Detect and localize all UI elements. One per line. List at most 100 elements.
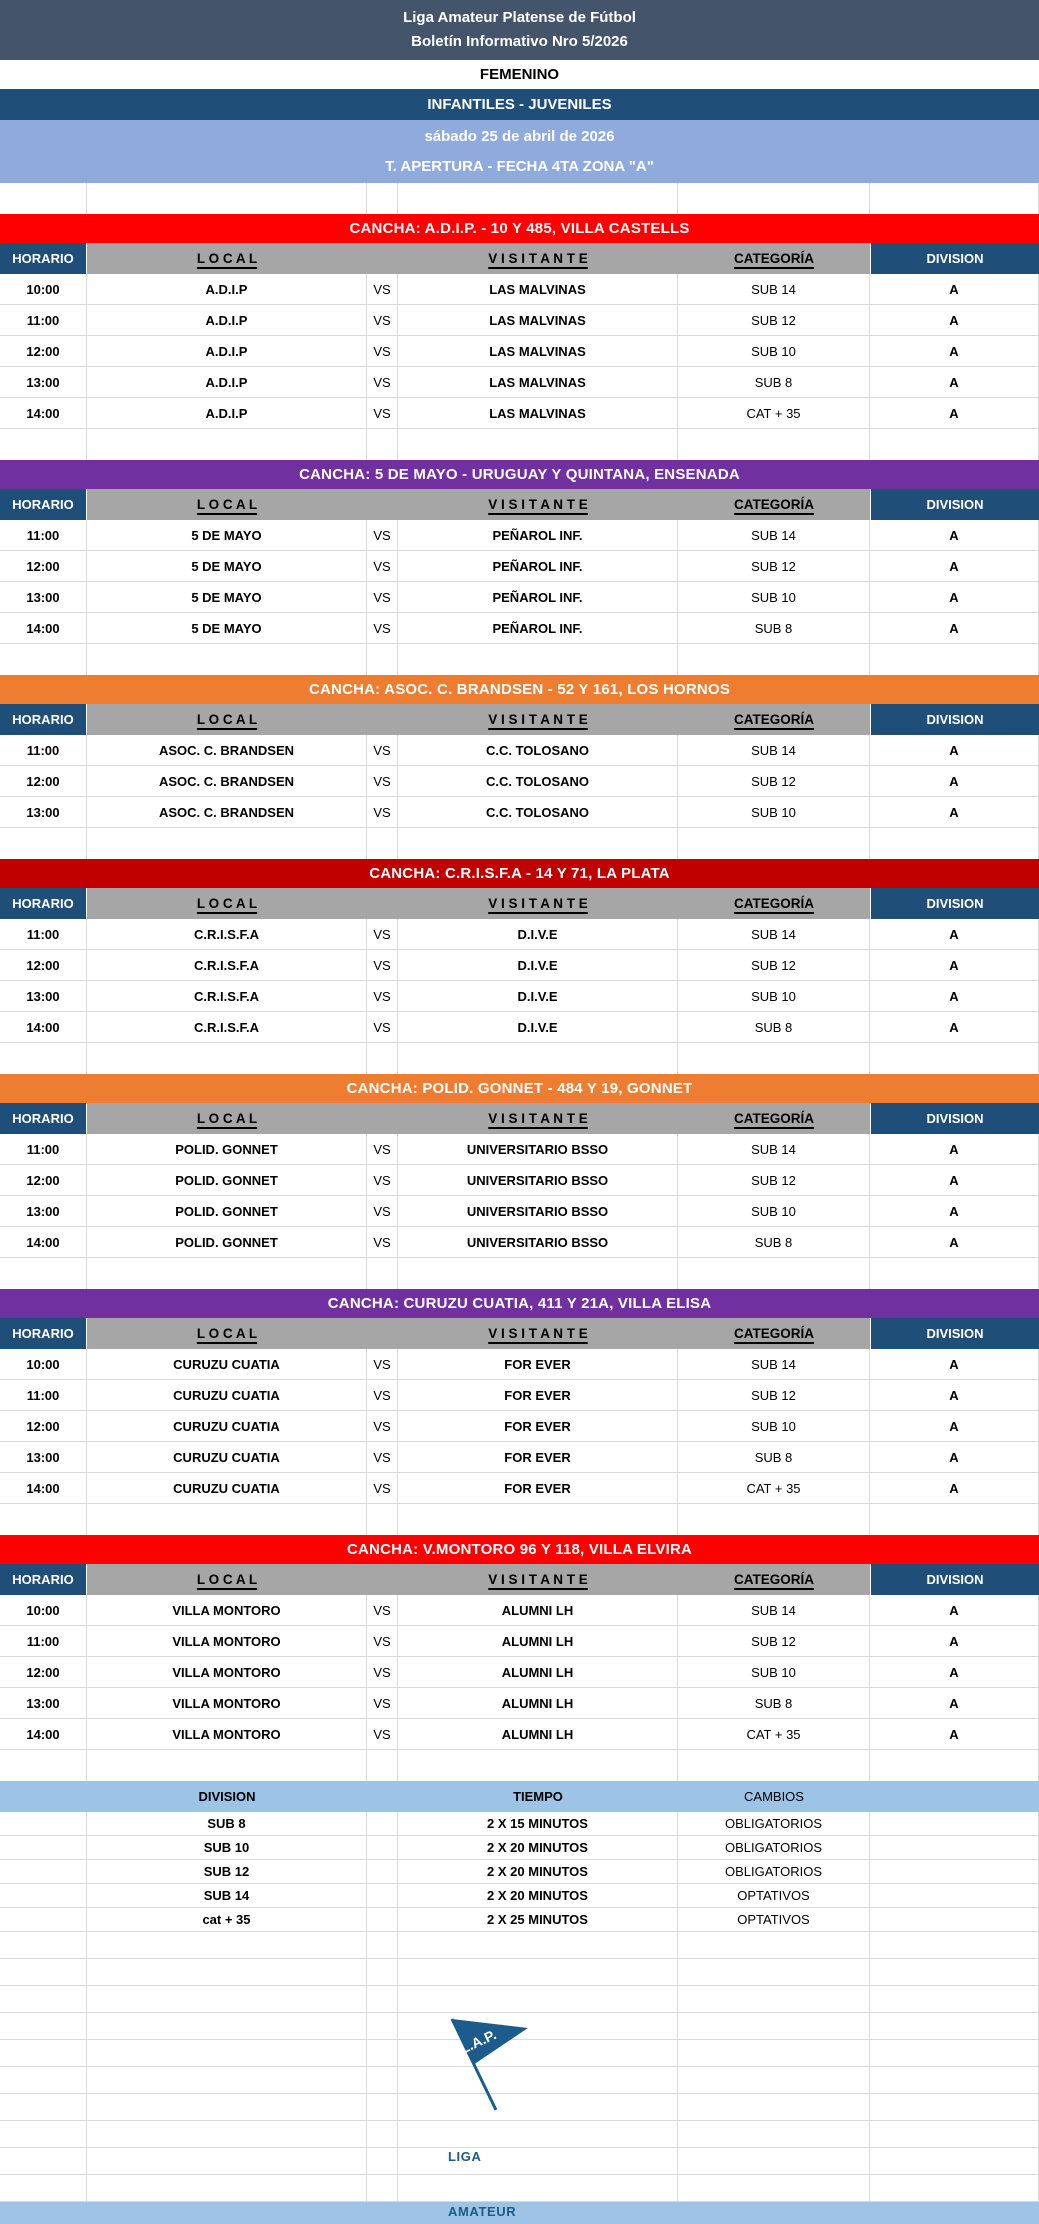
venue-section: CANCHA: CURUZU CUATIA, 411 Y 21A, VILLA … xyxy=(0,1289,1039,1535)
match-categoria: SUB 10 xyxy=(678,1196,870,1227)
match-division: A xyxy=(870,1012,1039,1043)
match-time: 11:00 xyxy=(0,1626,87,1657)
venue-section: CANCHA: A.D.I.P. - 10 Y 485, VILLA CASTE… xyxy=(0,214,1039,460)
match-division: A xyxy=(870,398,1039,429)
rules-cambios: OBLIGATORIOS xyxy=(678,1812,870,1836)
rules-tiempo: 2 X 20 MINUTOS xyxy=(398,1836,678,1860)
match-row: 13:00 POLID. GONNET VS UNIVERSITARIO BSS… xyxy=(0,1196,1039,1227)
rules-tiempo: 2 X 20 MINUTOS xyxy=(398,1860,678,1884)
empty-rows xyxy=(0,1932,1039,2202)
match-categoria: SUB 14 xyxy=(678,919,870,950)
match-time: 13:00 xyxy=(0,367,87,398)
match-local: A.D.I.P xyxy=(87,274,367,305)
match-time: 13:00 xyxy=(0,1196,87,1227)
match-row: 14:00 POLID. GONNET VS UNIVERSITARIO BSS… xyxy=(0,1227,1039,1258)
match-time: 10:00 xyxy=(0,274,87,305)
empty-grid-row xyxy=(0,2040,1039,2067)
venue-rows: 10:00 CURUZU CUATIA VS FOR EVER SUB 14 A… xyxy=(0,1349,1039,1504)
spacer-row xyxy=(0,183,1039,214)
rules-cambios: OPTATIVOS xyxy=(678,1908,870,1932)
rules-header-cambios: CAMBIOS xyxy=(744,1789,804,1804)
venue-header-row: HORARIO L O C A L V I S I T A N T E CATE… xyxy=(0,1564,1039,1595)
venue-banner: CANCHA: POLID. GONNET - 484 Y 19, GONNET xyxy=(0,1074,1039,1103)
rules-cambios: OPTATIVOS xyxy=(678,1884,870,1908)
match-visitante: FOR EVER xyxy=(398,1442,678,1473)
match-vs-label: VS xyxy=(367,274,398,305)
match-vs-label: VS xyxy=(367,1595,398,1626)
match-visitante: LAS MALVINAS xyxy=(398,336,678,367)
match-time: 11:00 xyxy=(0,1380,87,1411)
match-vs-label: VS xyxy=(367,1719,398,1750)
match-categoria: SUB 14 xyxy=(678,1349,870,1380)
match-time: 13:00 xyxy=(0,582,87,613)
empty-grid-row xyxy=(0,2094,1039,2121)
match-visitante: D.I.V.E xyxy=(398,1012,678,1043)
match-visitante: PEÑAROL INF. xyxy=(398,613,678,644)
column-header-horario: HORARIO xyxy=(0,243,87,274)
match-vs-label: VS xyxy=(367,1165,398,1196)
column-header-division: DIVISION xyxy=(870,1103,1039,1134)
venue-rows: 11:00 C.R.I.S.F.A VS D.I.V.E SUB 14 A 12… xyxy=(0,919,1039,1043)
venue-rows: 10:00 VILLA MONTORO VS ALUMNI LH SUB 14 … xyxy=(0,1595,1039,1750)
match-visitante: UNIVERSITARIO BSSO xyxy=(398,1134,678,1165)
match-visitante: FOR EVER xyxy=(398,1380,678,1411)
bulletin-title: Liga Amateur Platense de Fútbol Boletín … xyxy=(0,0,1039,60)
column-header-vs-spacer xyxy=(367,1103,398,1134)
match-vs-label: VS xyxy=(367,582,398,613)
match-vs-label: VS xyxy=(367,367,398,398)
match-row: 11:00 A.D.I.P VS LAS MALVINAS SUB 12 A xyxy=(0,305,1039,336)
match-time: 12:00 xyxy=(0,336,87,367)
match-vs-label: VS xyxy=(367,1442,398,1473)
column-header-vs-spacer xyxy=(367,1564,398,1595)
match-vs-label: VS xyxy=(367,520,398,551)
match-row: 12:00 VILLA MONTORO VS ALUMNI LH SUB 10 … xyxy=(0,1657,1039,1688)
lap-logo: L.A.P. LIGA AMATEUR PLATENSE DE FUTBOL xyxy=(440,2012,610,2224)
rules-division: SUB 14 xyxy=(87,1884,367,1908)
match-categoria: SUB 8 xyxy=(678,367,870,398)
match-time: 13:00 xyxy=(0,1442,87,1473)
empty-grid-row xyxy=(0,2121,1039,2148)
rules-tiempo: 2 X 25 MINUTOS xyxy=(398,1908,678,1932)
empty-grid-row xyxy=(0,2013,1039,2040)
match-local: A.D.I.P xyxy=(87,305,367,336)
match-categoria: SUB 8 xyxy=(678,1688,870,1719)
match-row: 11:00 POLID. GONNET VS UNIVERSITARIO BSS… xyxy=(0,1134,1039,1165)
column-header-categoria: CATEGORÍA xyxy=(678,243,870,274)
match-row: 11:00 C.R.I.S.F.A VS D.I.V.E SUB 14 A xyxy=(0,919,1039,950)
column-header-visitante: V I S I T A N T E xyxy=(398,489,678,520)
match-time: 14:00 xyxy=(0,1473,87,1504)
empty-grid-row xyxy=(0,1959,1039,1986)
column-header-vs-spacer xyxy=(367,243,398,274)
match-row: 14:00 A.D.I.P VS LAS MALVINAS CAT + 35 A xyxy=(0,398,1039,429)
match-local: 5 DE MAYO xyxy=(87,520,367,551)
column-header-vs-spacer xyxy=(367,704,398,735)
match-categoria: SUB 10 xyxy=(678,1411,870,1442)
section-femenino: FEMENINO xyxy=(0,60,1039,89)
column-header-vs-spacer xyxy=(367,1318,398,1349)
match-row: 13:00 5 DE MAYO VS PEÑAROL INF. SUB 10 A xyxy=(0,582,1039,613)
column-header-visitante: V I S I T A N T E xyxy=(398,1103,678,1134)
match-local: VILLA MONTORO xyxy=(87,1657,367,1688)
match-visitante: ALUMNI LH xyxy=(398,1657,678,1688)
match-time: 14:00 xyxy=(0,1719,87,1750)
match-row: 11:00 CURUZU CUATIA VS FOR EVER SUB 12 A xyxy=(0,1380,1039,1411)
match-row: 14:00 VILLA MONTORO VS ALUMNI LH CAT + 3… xyxy=(0,1719,1039,1750)
match-visitante: LAS MALVINAS xyxy=(398,305,678,336)
venue-banner: CANCHA: ASOC. C. BRANDSEN - 52 Y 161, LO… xyxy=(0,675,1039,704)
match-local: C.R.I.S.F.A xyxy=(87,950,367,981)
match-vs-label: VS xyxy=(367,1134,398,1165)
venue-rows: 10:00 A.D.I.P VS LAS MALVINAS SUB 14 A 1… xyxy=(0,274,1039,429)
venue-section: CANCHA: 5 DE MAYO - URUGUAY Y QUINTANA, … xyxy=(0,460,1039,675)
match-vs-label: VS xyxy=(367,1688,398,1719)
match-time: 10:00 xyxy=(0,1595,87,1626)
rules-header-division: DIVISION xyxy=(198,1789,256,1804)
match-visitante: LAS MALVINAS xyxy=(398,367,678,398)
match-time: 13:00 xyxy=(0,1688,87,1719)
match-categoria: SUB 10 xyxy=(678,582,870,613)
rules-rows: SUB 8 2 X 15 MINUTOS OBLIGATORIOS SUB 10… xyxy=(0,1812,1039,1932)
match-visitante: UNIVERSITARIO BSSO xyxy=(398,1227,678,1258)
match-division: A xyxy=(870,1657,1039,1688)
match-vs-label: VS xyxy=(367,551,398,582)
rules-header-row: DIVISION TIEMPO CAMBIOS xyxy=(0,1781,1039,1812)
league-name: Liga Amateur Platense de Fútbol xyxy=(403,9,636,26)
